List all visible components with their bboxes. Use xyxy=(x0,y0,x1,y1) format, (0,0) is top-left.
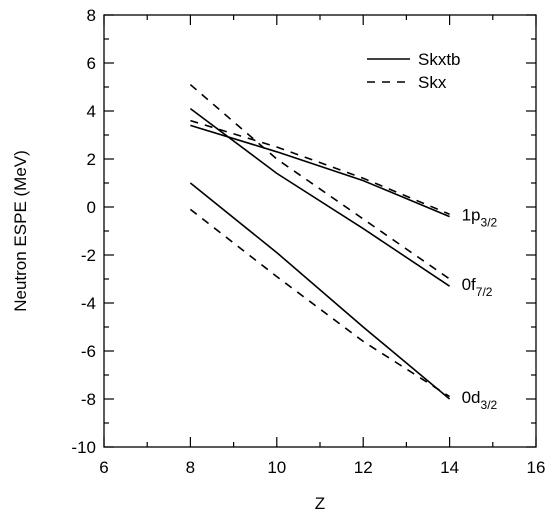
legend-label-skx: Skx xyxy=(418,73,447,92)
y-tick-label: 0 xyxy=(87,198,96,217)
y-tick-label: -4 xyxy=(81,294,96,313)
y-tick-label: 8 xyxy=(87,6,96,25)
y-tick-label: -8 xyxy=(81,390,96,409)
x-tick-label: 10 xyxy=(267,458,286,477)
y-tick-label: -10 xyxy=(71,438,96,457)
x-tick-label: 8 xyxy=(186,458,195,477)
x-tick-label: 6 xyxy=(99,458,108,477)
series-lines xyxy=(189,83,451,400)
x-tick-label: 16 xyxy=(527,458,546,477)
series-line-skxtb-1p3-2 xyxy=(190,124,450,218)
x-tick-label: 12 xyxy=(354,458,373,477)
y-tick-label: -6 xyxy=(81,342,96,361)
y-tick-label: -2 xyxy=(81,246,96,265)
y-axis-ticks: -10 -8 -6 -4 -2 0 2 4 6 8 xyxy=(71,6,536,457)
x-axis-ticks: 6 8 10 12 14 16 xyxy=(99,15,545,477)
y-axis-title: Neutron ESPE (MeV) xyxy=(11,150,30,312)
y-tick-label: 2 xyxy=(87,150,96,169)
orbital-label: 0f7/2 xyxy=(462,275,493,299)
series-line-skxtb-0f7-2 xyxy=(189,107,451,287)
legend: Skxtb Skx xyxy=(367,50,461,92)
legend-label-skxtb: Skxtb xyxy=(418,50,461,69)
x-axis-title: Z xyxy=(315,494,325,512)
series-line-skxtb-0d3-2 xyxy=(189,182,451,400)
orbital-label: 1p3/2 xyxy=(462,206,498,230)
series-line-skx-1p3-2 xyxy=(190,119,450,215)
orbital-labels: 1p3/2 0f7/2 0d3/2 xyxy=(462,206,498,412)
series-line-skx-0f7-2 xyxy=(189,83,451,280)
series-line-skx-0d3-2 xyxy=(189,208,451,398)
orbital-label: 0d3/2 xyxy=(462,388,498,412)
plot-frame xyxy=(103,14,537,448)
y-tick-label: 4 xyxy=(87,102,96,121)
y-tick-label: 6 xyxy=(87,54,96,73)
x-tick-label: 14 xyxy=(440,458,459,477)
